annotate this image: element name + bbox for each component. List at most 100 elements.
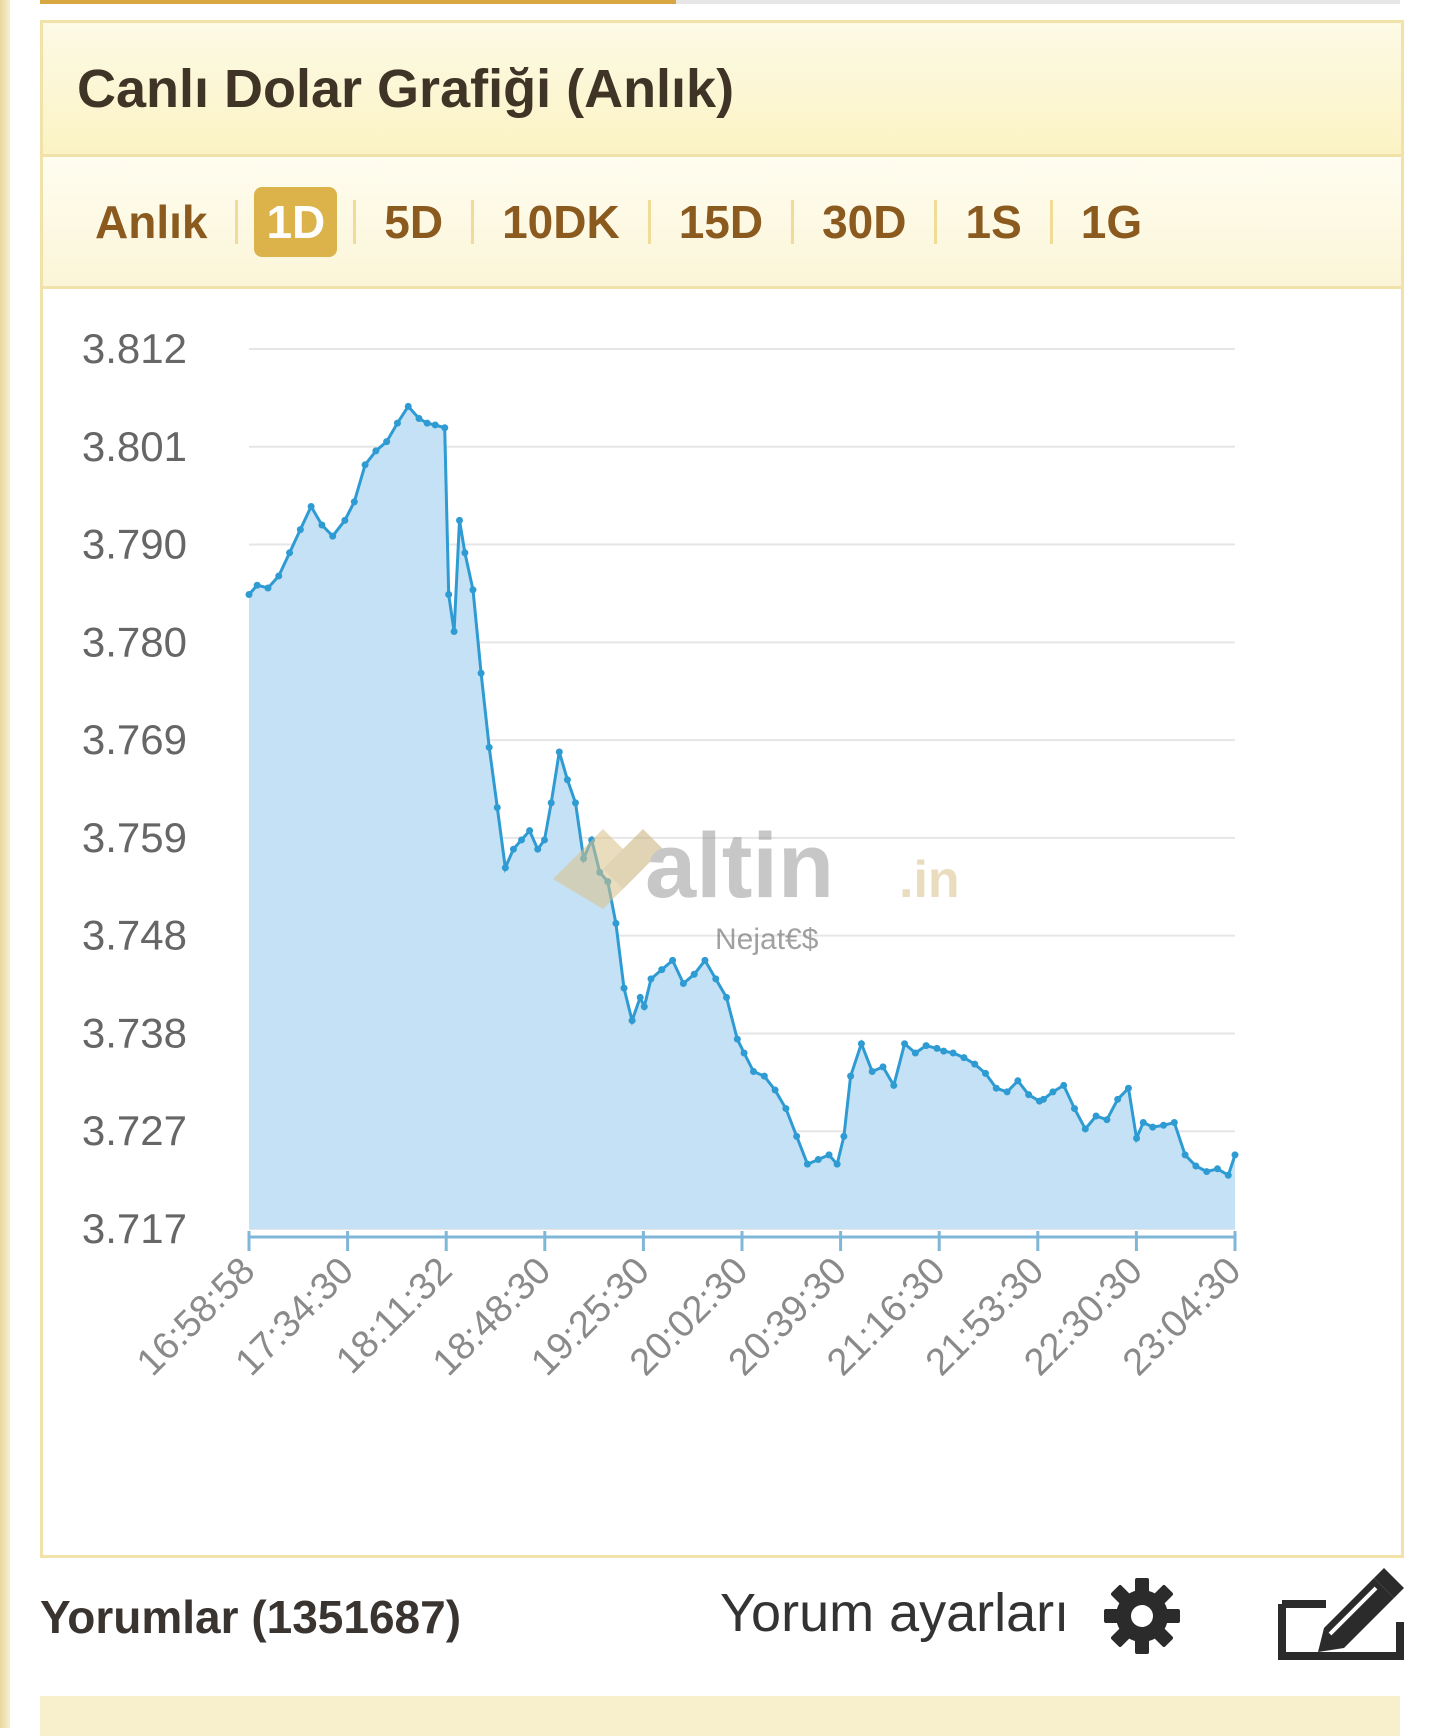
data-point <box>485 743 493 751</box>
data-point <box>461 549 469 557</box>
data-point <box>540 836 548 844</box>
comment-settings-link[interactable]: Yorum ayarları <box>720 1583 1070 1643</box>
range-tab-15d[interactable]: 15D <box>678 195 764 248</box>
data-point <box>450 628 458 636</box>
range-tab-separator <box>353 199 357 244</box>
data-point <box>501 864 509 872</box>
data-point <box>1149 1123 1157 1131</box>
data-point <box>534 845 542 853</box>
range-tab-separator <box>471 199 475 244</box>
range-tab-1g[interactable]: 1G <box>1080 195 1143 248</box>
data-point <box>361 461 369 469</box>
y-tick-label: 3.769 <box>82 716 187 763</box>
data-point <box>658 966 666 974</box>
data-point <box>701 956 709 964</box>
data-point <box>940 1047 948 1055</box>
data-point <box>1081 1125 1089 1133</box>
data-point <box>1203 1168 1211 1176</box>
y-tick-label: 3.748 <box>82 912 187 959</box>
data-point <box>286 549 294 557</box>
data-point <box>879 1063 887 1071</box>
data-point <box>350 498 358 506</box>
data-point <box>493 804 501 812</box>
data-point <box>1231 1151 1239 1159</box>
range-tab-separator <box>647 199 651 244</box>
data-point <box>469 586 477 594</box>
chart-area: altin .in Nejat€$ 3.812 3.801 3.790 3.780 3.… <box>43 289 1401 1555</box>
range-tab-anlık[interactable]: Anlık <box>95 195 208 248</box>
data-point <box>431 421 439 429</box>
data-point <box>547 799 555 807</box>
data-point <box>620 984 628 992</box>
data-point <box>782 1105 790 1113</box>
range-tab-10dk[interactable]: 10DK <box>502 195 620 248</box>
data-point <box>750 1068 758 1076</box>
data-point <box>264 584 272 592</box>
data-point <box>1025 1091 1033 1099</box>
data-point <box>253 581 261 589</box>
data-point <box>949 1049 957 1057</box>
range-tabs: Anlık 1D 5D 10DK 15D 30D 1S 1G <box>43 157 1401 289</box>
range-tab-1s[interactable]: 1S <box>965 195 1022 248</box>
data-point <box>740 1049 748 1057</box>
y-tick-label: 3.801 <box>82 423 187 470</box>
data-point <box>477 669 485 677</box>
range-tab-1d[interactable]: 1D <box>254 186 338 257</box>
data-point <box>1170 1118 1178 1126</box>
data-point <box>1160 1121 1168 1129</box>
data-point <box>647 975 655 983</box>
data-point <box>1114 1095 1122 1103</box>
data-point <box>760 1072 768 1080</box>
data-point <box>911 1049 919 1057</box>
data-point <box>571 799 579 807</box>
range-tab-30d[interactable]: 30D <box>822 195 907 248</box>
data-point <box>318 521 326 529</box>
data-point <box>1213 1165 1221 1173</box>
range-tab-separator <box>1049 199 1053 244</box>
data-point <box>518 836 526 844</box>
gear-icon[interactable] <box>1100 1574 1184 1658</box>
data-point <box>981 1069 989 1077</box>
data-point <box>307 502 315 510</box>
panel-title: Canlı Dolar Grafiği (Anlık) <box>77 58 735 119</box>
comments-count[interactable]: Yorumlar (1351687) <box>40 1591 462 1643</box>
data-point <box>1039 1095 1047 1103</box>
panel-header: Canlı Dolar Grafiği (Anlık) <box>43 23 1401 157</box>
y-tick-label: 3.780 <box>82 618 187 665</box>
data-point <box>922 1042 930 1050</box>
y-tick-label: 3.812 <box>82 325 187 372</box>
data-point <box>423 419 431 427</box>
series-line <box>247 403 1237 1178</box>
left-page-edge <box>0 0 10 1728</box>
write-comment-icon[interactable] <box>1278 1566 1404 1660</box>
data-point <box>1049 1088 1057 1096</box>
data-point <box>640 1003 648 1011</box>
data-point <box>383 438 391 446</box>
data-point <box>814 1156 822 1164</box>
data-point <box>415 414 423 422</box>
y-tick-label: 3.738 <box>82 1009 187 1056</box>
data-point <box>628 1017 636 1025</box>
data-point <box>901 1040 909 1048</box>
y-tick-label: 3.717 <box>82 1205 187 1252</box>
data-point <box>1003 1088 1011 1096</box>
data-point <box>868 1068 876 1076</box>
data-point <box>723 993 731 1001</box>
data-point <box>857 1040 865 1048</box>
data-point <box>803 1160 811 1168</box>
legal-warning-strip <box>40 1696 1400 1736</box>
top-tab-strip <box>40 0 1400 4</box>
data-point <box>1124 1084 1132 1092</box>
data-point <box>793 1132 801 1140</box>
range-tab-separator <box>791 199 795 244</box>
data-point <box>679 980 687 988</box>
watermark-author: Nejat€$ <box>715 923 819 956</box>
data-point <box>712 975 720 983</box>
data-point <box>1139 1118 1147 1126</box>
range-tab-separator <box>934 199 938 244</box>
range-tab-5d[interactable]: 5D <box>384 195 444 248</box>
data-point <box>404 402 412 410</box>
price-chart: altin .in Nejat€$ 3.812 3.801 3.790 3.780 3.… <box>82 325 1249 1384</box>
watermark-brand: altin <box>645 815 834 917</box>
data-point <box>1224 1171 1232 1179</box>
